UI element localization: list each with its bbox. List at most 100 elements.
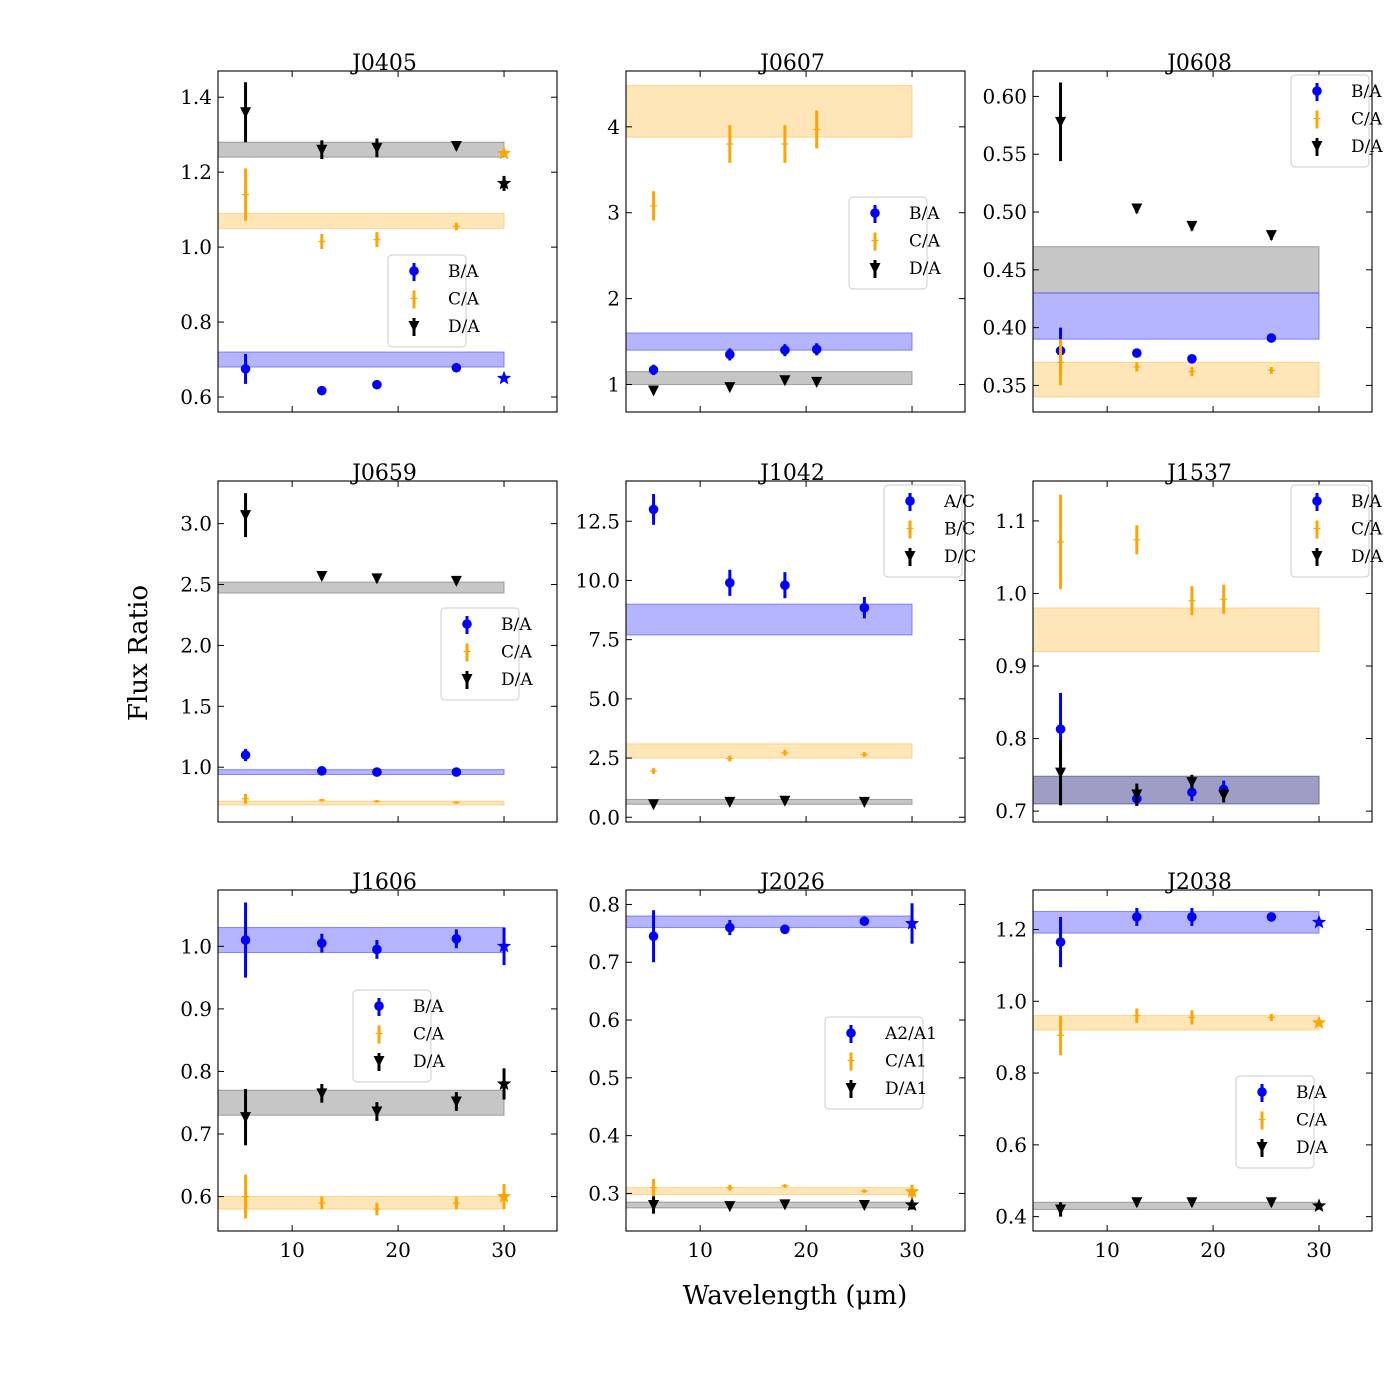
legend-label: D/A <box>413 1052 445 1072</box>
legend-marker <box>461 674 473 685</box>
legend-marker <box>1257 1087 1267 1097</box>
legend-marker <box>845 1083 857 1094</box>
legend-label: D/A <box>1296 1138 1328 1158</box>
star-point <box>496 1189 512 1203</box>
y-tick-label: 3 <box>607 201 620 225</box>
y-tick-label: 0.8 <box>995 727 1027 751</box>
y-tick-label: 0.35 <box>982 373 1027 397</box>
point-b-a <box>780 345 790 355</box>
star-point <box>496 370 512 385</box>
point-d-a <box>1186 220 1198 232</box>
point-d-a <box>316 570 328 582</box>
point-d-a <box>811 376 823 388</box>
band-a2-a1 <box>625 915 913 929</box>
point-d-a <box>1131 203 1143 215</box>
y-tick-label: 5.0 <box>588 687 620 711</box>
legend-marker <box>374 1001 384 1011</box>
legend-marker <box>1312 496 1322 506</box>
point-d-a <box>371 1106 383 1118</box>
y-tick-label: 1.1 <box>995 509 1027 533</box>
star-point <box>904 1197 920 1212</box>
star-point <box>496 1076 512 1091</box>
point-b-a <box>451 934 462 944</box>
band-d-a <box>217 1089 505 1116</box>
point-b-a <box>1055 724 1066 734</box>
y-tick-label: 1.4 <box>180 85 212 109</box>
point-d-a <box>724 382 736 394</box>
legend-box <box>440 607 520 701</box>
point-b-a <box>317 766 327 776</box>
y-tick-label: 0.7 <box>588 950 620 974</box>
y-tick-label: 0.50 <box>982 200 1027 224</box>
band-a-c <box>625 603 913 636</box>
band-b-a <box>625 332 913 351</box>
legend-box <box>883 484 963 578</box>
legend-label: C/A1 <box>885 1052 927 1072</box>
panel-j1606: 10 20 30 0.6 0.7 0.8 0.9 1.0 J1606 B/A C/A D/A <box>180 870 558 1262</box>
point-b-a <box>451 767 462 777</box>
y-tick-label: 0.9 <box>180 997 212 1021</box>
y-tick-label: 1.0 <box>180 934 212 958</box>
axes-frame <box>625 889 966 1232</box>
point-b-a <box>1132 348 1142 358</box>
y-tick-label: 0.6 <box>180 385 212 409</box>
axes-frame <box>217 889 558 1232</box>
point-d-a <box>316 144 328 156</box>
band-c-a <box>1032 1015 1320 1031</box>
band-c-a1 <box>625 1187 913 1196</box>
legend-label: C/A <box>413 1025 445 1045</box>
legend-label: D/A <box>501 670 533 690</box>
panel-j1042: 0.0 2.5 5.0 7.5 10.0 12.5 J1042 A/C B/C D/C <box>575 461 976 829</box>
legend-marker <box>408 321 420 332</box>
legend-label: C/A <box>1351 110 1383 130</box>
point-b-a <box>240 750 251 760</box>
y-tick-label: 10.0 <box>575 568 620 592</box>
legend: B/A C/A D/A <box>1290 484 1383 578</box>
legend-label: D/A <box>1351 547 1383 567</box>
panel-title: J0405 <box>350 51 417 76</box>
point-b-a <box>1055 937 1066 947</box>
y-tick-label: 0.6 <box>995 1133 1027 1157</box>
legend-marker <box>373 1056 385 1067</box>
point-b-a <box>372 767 382 777</box>
panel-j2038: 10 20 30 0.4 0.6 0.8 1.0 1.2 J2038 B/A C/A D/A <box>995 870 1373 1262</box>
star-point <box>1311 914 1327 929</box>
point-d-a <box>648 385 660 397</box>
legend-label: D/C <box>944 547 976 567</box>
x-tick-label: 10 <box>687 1238 712 1262</box>
y-axis-label: Flux Ratio <box>124 585 154 721</box>
band-d-a <box>625 371 913 386</box>
y-tick-label: 0.5 <box>588 1066 620 1090</box>
band-d-a <box>217 141 505 158</box>
point-a-c <box>725 578 735 588</box>
point-a2-a1 <box>648 931 659 942</box>
x-tick-label: 30 <box>1306 1238 1331 1262</box>
point-b-a <box>811 344 822 355</box>
point-a2-a1 <box>780 924 790 935</box>
legend: B/A C/A D/A <box>1235 1075 1328 1169</box>
panel-title: J1606 <box>350 870 417 895</box>
point-d-a <box>1055 1204 1067 1216</box>
legend: B/A C/A D/A <box>440 607 533 701</box>
y-tick-label: 0.0 <box>588 805 620 829</box>
legend-label: A/C <box>943 492 975 512</box>
band-c-a <box>625 85 913 138</box>
legend-label: B/A <box>1351 492 1382 512</box>
point-d-c <box>858 796 870 808</box>
legend-label: B/A <box>448 262 479 282</box>
band-d-a <box>1032 246 1320 294</box>
point-d-a1 <box>779 1199 791 1211</box>
legend-marker <box>462 619 472 629</box>
point-b-a <box>372 379 382 390</box>
x-tick-label: 20 <box>793 1238 818 1262</box>
legend-box <box>1290 74 1370 168</box>
point-d-c <box>648 799 660 811</box>
legend-marker <box>1256 1142 1268 1153</box>
y-tick-label: 0.8 <box>995 1061 1027 1085</box>
x-tick-label: 30 <box>491 1238 516 1262</box>
panel-title: J0659 <box>350 461 417 486</box>
panel-title: J2026 <box>758 870 825 895</box>
legend-label: B/A <box>909 204 940 224</box>
point-d-a <box>1186 777 1198 789</box>
legend-label: D/A <box>909 259 941 279</box>
